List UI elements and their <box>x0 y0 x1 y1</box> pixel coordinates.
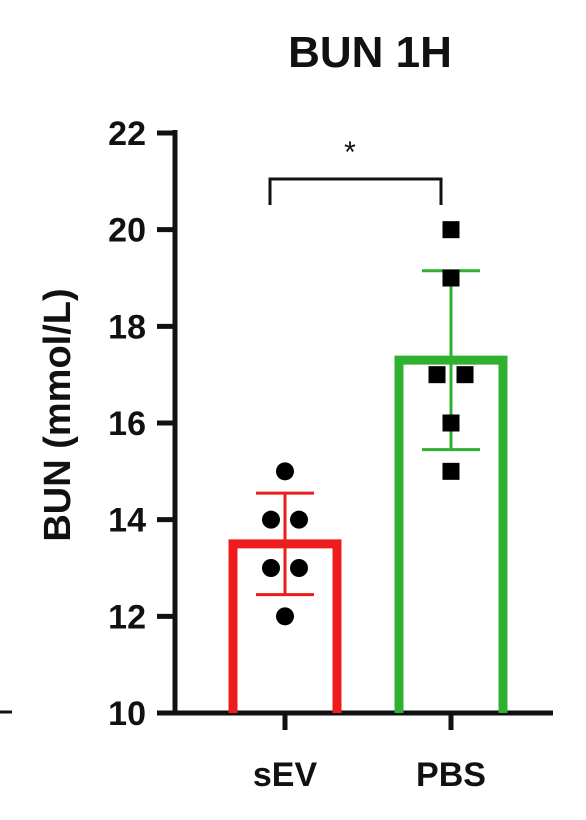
y-ticks: 10 12 14 16 18 20 22 <box>108 115 175 733</box>
significance-bracket: * <box>270 136 441 205</box>
chart-title: BUN 1H <box>288 28 452 77</box>
y-tick-label: 12 <box>108 598 146 636</box>
x-categories: sEV PBS <box>253 713 486 794</box>
significance-star: * <box>344 136 356 169</box>
data-point-pbs <box>443 463 460 480</box>
data-point-sev <box>276 462 294 480</box>
y-tick-label: 18 <box>108 308 146 346</box>
data-point-sev <box>262 559 280 577</box>
data-point-pbs <box>457 366 474 383</box>
data-point-sev <box>262 511 280 529</box>
significance-line <box>270 179 441 205</box>
data-point-sev <box>290 511 308 529</box>
y-tick-label: 14 <box>108 502 146 540</box>
data-point-pbs <box>429 366 446 383</box>
y-tick-label: 20 <box>108 212 146 250</box>
y-tick-label: 16 <box>108 405 146 443</box>
x-tick-label-sev: sEV <box>253 756 318 794</box>
y-tick-label: 22 <box>108 115 146 153</box>
data-point-sev <box>290 559 308 577</box>
y-tick-label: 10 <box>108 695 146 733</box>
x-tick-label-pbs: PBS <box>416 756 486 794</box>
data-point-pbs <box>443 415 460 432</box>
bars <box>233 360 503 713</box>
data-point-sev <box>276 607 294 625</box>
data-point-pbs <box>443 221 460 238</box>
data-point-pbs <box>443 270 460 287</box>
y-axis-label: BUN (mmol/L) <box>37 288 79 541</box>
data-points <box>262 221 474 625</box>
